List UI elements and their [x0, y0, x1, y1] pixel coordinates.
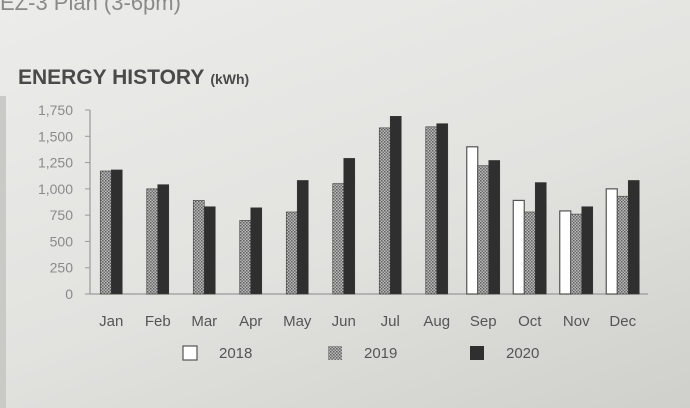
bar-2019-oct: [523, 211, 536, 295]
bar-2019-apr: [239, 220, 252, 295]
x-tick-label-jan: Jan: [99, 313, 123, 330]
page-edge-rule: [0, 96, 6, 408]
legend-label-2019: 2019: [364, 345, 397, 362]
bar-2019-aug: [425, 126, 438, 295]
y-tick-label: 1,750: [38, 102, 73, 118]
grid-layer: [85, 109, 648, 295]
bar-2018-nov: [559, 210, 572, 295]
bar-2019-jul: [378, 127, 391, 295]
legend-label-2020: 2020: [506, 345, 539, 362]
chart-title: ENERGY HISTORY (kWh): [18, 66, 249, 90]
bar-2020-sep: [488, 160, 501, 295]
bar-2020-aug: [436, 123, 449, 295]
chart-title-text: ENERGY HISTORY: [18, 66, 205, 89]
bar-2020-jan: [110, 169, 123, 295]
bar-2020-mar: [203, 206, 216, 295]
x-tick-label-jul: Jul: [381, 313, 400, 330]
legend: 2018 2019 2020: [182, 345, 539, 362]
bar-2020-oct: [534, 182, 547, 295]
bar-2018-dec: [605, 188, 618, 295]
bar-2020-jun: [343, 158, 356, 295]
legend-swatch-2019: [328, 346, 342, 360]
bar-2020-feb: [157, 184, 170, 295]
bar-2018-oct: [512, 199, 525, 295]
bar-2020-jul: [389, 116, 402, 295]
y-tick-label: 500: [50, 233, 74, 249]
x-tick-label-apr: Apr: [239, 313, 262, 330]
bar-2018-sep: [466, 146, 479, 295]
bar-2020-nov: [581, 206, 594, 295]
x-tick-label-nov: Nov: [563, 313, 590, 330]
x-tick-label-oct: Oct: [518, 313, 542, 330]
y-tick-label: 0: [65, 286, 73, 302]
x-tick-label-feb: Feb: [145, 313, 171, 330]
bar-2019-nov: [570, 213, 583, 295]
bar-2020-may: [296, 180, 309, 295]
bar-2019-may: [285, 211, 298, 295]
bar-2019-dec: [616, 195, 629, 295]
bar-2019-sep: [477, 165, 490, 295]
bar-2019-mar: [192, 200, 205, 295]
label-layer: 0 250 500 750 1,000 1,250 1,500 1,750 Jan Feb Mar A…: [38, 102, 637, 330]
bar-2019-feb: [146, 188, 159, 295]
x-tick-label-mar: Mar: [191, 313, 217, 330]
legend-swatch-2020: [470, 346, 484, 360]
bar-layer: [99, 116, 640, 295]
y-tick-label: 750: [50, 207, 74, 223]
bar-2020-dec: [627, 180, 640, 295]
legend-swatch-2018: [182, 345, 198, 361]
bar-2019-jan: [99, 170, 112, 295]
y-tick-label: 250: [50, 260, 74, 276]
y-tick-label: 1,000: [38, 181, 73, 197]
x-tick-label-aug: Aug: [423, 313, 450, 330]
x-tick-label-sep: Sep: [470, 313, 497, 330]
bar-2020-apr: [250, 207, 263, 295]
plan-title: EZ-3 Plan (3-6pm): [0, 0, 181, 15]
chart-unit: (kWh): [210, 71, 250, 87]
x-tick-label-jun: Jun: [332, 313, 356, 330]
legend-label-2018: 2018: [219, 345, 252, 362]
bar-2019-jun: [332, 183, 345, 295]
x-tick-label-may: May: [283, 313, 312, 330]
y-tick-label: 1,500: [38, 128, 73, 144]
y-tick-label: 1,250: [38, 155, 73, 171]
x-tick-label-dec: Dec: [609, 313, 636, 330]
